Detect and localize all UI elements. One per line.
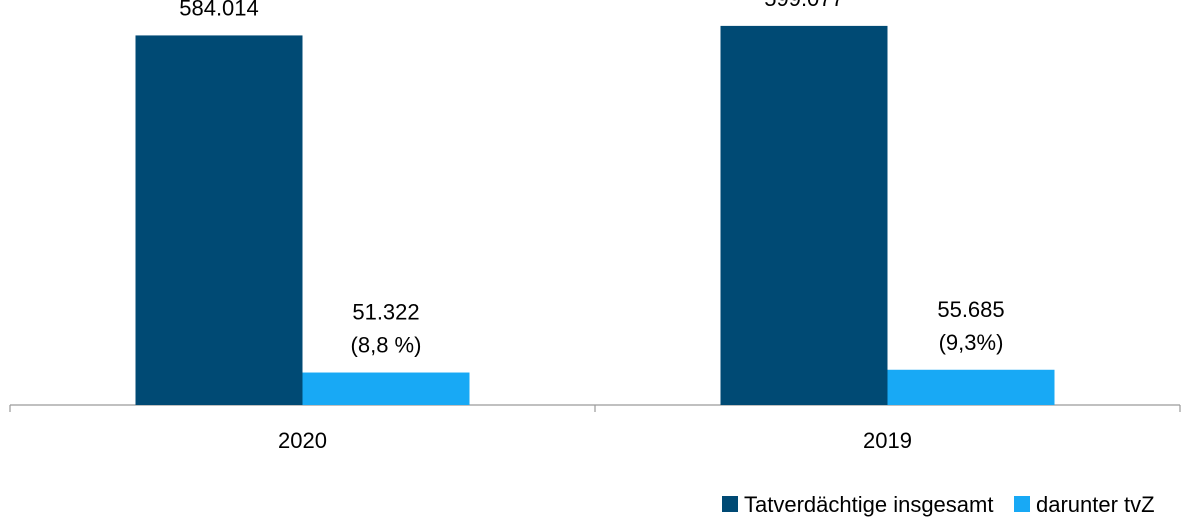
data-label: 584.014 bbox=[179, 0, 259, 20]
data-label: 55.685 bbox=[937, 297, 1004, 322]
data-label: 51.322 bbox=[352, 300, 419, 325]
bars-layer bbox=[135, 25, 1055, 406]
bar-tvz-2019 bbox=[887, 369, 1055, 405]
data-label: (8,8 %) bbox=[351, 333, 422, 358]
bar-tatverdaechtige-2019 bbox=[720, 25, 888, 406]
legend-label: Tatverdächtige insgesamt bbox=[744, 492, 993, 517]
x-tick-label: 2019 bbox=[863, 428, 912, 453]
bar-tatverdaechtige-2020 bbox=[135, 35, 303, 405]
x-tick-labels: 2020 2019 bbox=[278, 428, 912, 453]
x-tick-label: 2020 bbox=[278, 428, 327, 453]
legend-swatch bbox=[722, 496, 738, 512]
legend-swatch bbox=[1014, 496, 1030, 512]
data-labels-layer: 584.014 51.322 (8,8 %) 599.077 55.685 (9,3%) bbox=[179, 0, 1004, 358]
data-label: 599.077 bbox=[764, 0, 844, 11]
data-label: (9,3%) bbox=[939, 330, 1004, 355]
legend-label: darunter tvZ bbox=[1036, 492, 1155, 517]
bar-tvz-2020 bbox=[302, 372, 470, 405]
legend: Tatverdächtige insgesamt darunter tvZ bbox=[722, 492, 1155, 517]
